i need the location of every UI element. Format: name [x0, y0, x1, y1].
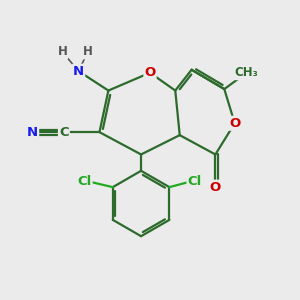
Text: O: O	[210, 181, 221, 194]
Text: Cl: Cl	[77, 175, 92, 188]
Text: C: C	[59, 126, 69, 139]
Text: O: O	[144, 66, 156, 79]
Text: N: N	[73, 65, 84, 78]
Text: H: H	[82, 45, 92, 58]
Text: O: O	[229, 117, 240, 130]
Text: C: C	[59, 126, 69, 139]
Text: Cl: Cl	[188, 175, 202, 188]
Text: CH₃: CH₃	[235, 66, 259, 79]
Text: H: H	[57, 45, 67, 58]
Text: N: N	[27, 126, 38, 139]
